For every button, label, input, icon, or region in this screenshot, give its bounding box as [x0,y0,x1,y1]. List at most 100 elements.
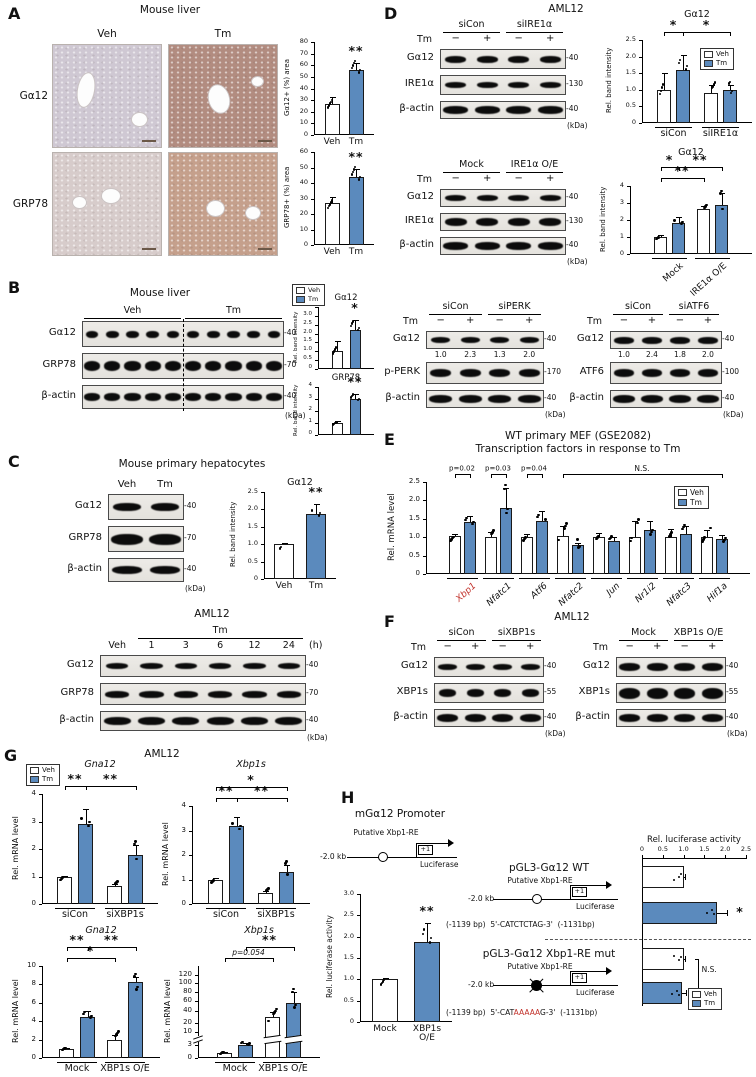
protein-band [474,106,500,114]
y-tick-label: 1 [308,418,313,424]
error-bar-cap [668,529,674,531]
protein-band [105,690,130,698]
protein-label: ATF6 [579,366,604,377]
y-tick-label: 1 [619,232,624,240]
significance-bracket [562,474,722,475]
treatment-label: Tm [592,642,608,653]
chart-b-grp78: GRP78 Rel. band intensity 0 1 2 3 4 ** [293,374,376,438]
protein-band [476,82,498,88]
treatment-symbol: + [708,641,717,652]
error-bar [114,1034,116,1040]
bracket-tick [215,798,217,802]
data-point [505,511,508,515]
treatment-symbol: + [525,315,534,326]
error-bar [706,529,708,538]
group-label: Nfatc3 [665,581,695,609]
data-point [709,526,712,530]
data-point [650,530,653,534]
y-tick-label: 10 [183,1027,192,1036]
bar [306,513,326,579]
kda-label: (kDa) [567,121,588,130]
protein-band [641,369,663,377]
tss-arrow [570,881,612,900]
bar [107,1039,122,1058]
y-tick-label: 0 [308,430,313,436]
significance-label: ** [692,151,708,167]
protein-band [84,393,101,401]
data-point [333,348,337,351]
protein-label: Gα12 [66,659,94,670]
treatment-symbol: + [703,315,713,326]
data-point [492,529,495,532]
y-tick-label: 2 [31,844,36,852]
ihc-grp78-tm [168,152,278,256]
lane-group-line [436,640,487,641]
protein-label: β-actin [575,711,610,722]
protein-label: β-actin [569,392,604,403]
significance-label: ** [348,148,364,164]
tm-swatch [704,60,713,67]
mw-marker: -40 [544,712,557,721]
protein-band [459,369,481,377]
data-point [727,82,731,85]
protein-band [674,714,696,722]
data-point [356,399,360,402]
data-point [557,538,560,542]
y-tick-mark [315,387,318,388]
y-tick-label: 0 [31,899,36,907]
error-bar-cap [329,96,336,98]
kda-label: (kDa) [285,411,306,420]
data-point [563,527,566,530]
bracket-tick [85,786,87,790]
vessel [251,75,265,87]
y-tick-label: 4 [31,1016,36,1025]
error-bar-cap [243,1043,249,1045]
y-tick-label: 80 [299,37,308,45]
protein-band [164,393,181,401]
data-point [334,346,338,349]
legend-row-tm: Tm [692,1000,717,1007]
chart-g-gna12-si: Gna12 Rel. mRNA level 0 1 2 3 4 ** ** siCon siXBP1… [11,760,160,922]
y-tick-label: 10 [299,224,308,233]
protein-label: GRP78 [42,359,76,370]
data-point [630,536,633,540]
chart-g-gna12-oe: Gna12 Rel. mRNA level 0 2 4 6 8 10 * ** ** Mock XBP1… [11,926,162,1076]
y-tick-mark [357,979,360,981]
data-point [677,994,680,997]
lane-group-label: Mock [631,627,656,638]
y-tick-label: 0 [303,240,308,248]
lane-group-label: siCon [448,627,475,638]
y-tick-mark [311,152,314,153]
xbp1re-label: Putative Xbp1-RE [353,828,419,837]
error-bar-cap [647,520,653,522]
group-label: Mock [64,1063,90,1074]
mw-marker: -40 [566,104,579,113]
protein-band [537,106,563,114]
data-point [504,483,507,487]
protein-band [243,663,266,669]
chart-title: Gα12 [287,477,313,488]
protein-label: XBP1s [396,686,428,697]
y-tick-label: 20 [299,209,308,217]
y-tick-label: 0 [303,130,308,138]
data-point [564,524,567,528]
y-tick-mark [315,333,318,335]
seq-left: (-1139 bp) [446,920,486,929]
error-bar-cap [684,874,686,880]
significance-bracket [660,167,679,168]
panel-d-label: D [384,4,398,23]
lane-label: 3 [182,640,189,651]
bracket-tick [730,32,731,36]
protein-band [445,82,467,88]
treatment-symbol: + [647,315,657,326]
significance-bracket [660,178,704,179]
error-bar-cap [596,532,602,534]
treatment-label: Tm [410,642,426,653]
data-point [729,91,733,94]
seq-mutated: AAAAA [513,1008,541,1017]
scale-bar [142,248,156,250]
protein-label: β-actin [385,392,420,403]
y-tick-label: 4 [308,382,313,388]
error-bar-cap [719,192,725,194]
luciferase-label: Luciferase [576,988,615,997]
